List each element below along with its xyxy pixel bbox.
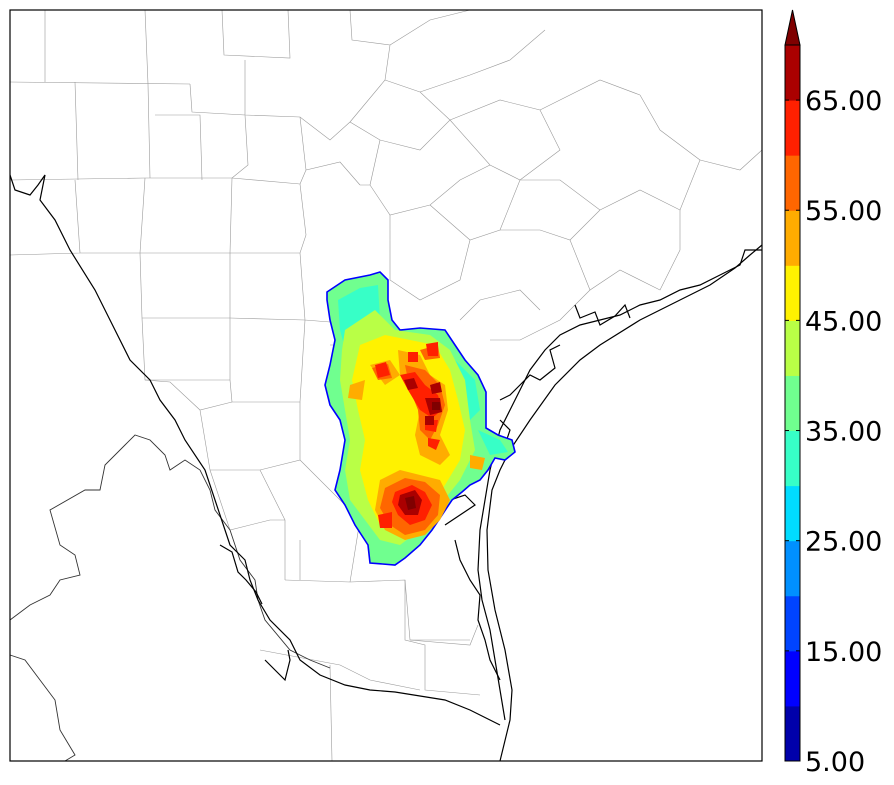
mexico-boundaries: [9, 434, 331, 762]
field-band-orange: [348, 350, 485, 540]
colorbar-segment: [785, 100, 800, 156]
colorbar-segment: [785, 485, 800, 542]
colorbar-frame: [784, 44, 801, 762]
colorbar-segment: [785, 265, 800, 321]
map-panel: [9, 9, 763, 762]
colorbar-tick-label: 5.00: [805, 747, 865, 778]
colorbar-segments: [785, 45, 800, 762]
colorbar-segment: [785, 595, 800, 652]
colorbar-segment: [785, 540, 800, 597]
coastline: [9, 174, 763, 762]
map-frame: [9, 9, 763, 762]
colorbar-tick-label: 25.00: [805, 527, 882, 558]
colorbar-tick-label: 45.00: [805, 306, 882, 337]
colorbar-segment: [785, 45, 800, 101]
field-band-aqua: [338, 285, 508, 455]
colorbar-segment: [785, 375, 800, 432]
colorbar-tick-label: 15.00: [805, 637, 882, 668]
precip-field: [324, 271, 516, 566]
colorbar-segment: [785, 155, 800, 211]
colorbar: 5.00 15.00 25.00 35.00 45.00 55.00 65.00: [784, 9, 882, 778]
colorbar-extend-arrow: [784, 9, 801, 46]
colorbar-segment: [785, 705, 800, 762]
field-band-maroon: [405, 402, 440, 510]
colorbar-segment: [785, 320, 800, 376]
colorbar-segment: [785, 210, 800, 266]
colorbar-tick-label: 55.00: [805, 196, 882, 227]
colorbar-tick-label: 35.00: [805, 417, 882, 448]
field-band-darkred: [398, 378, 442, 515]
colorbar-tick-label: 65.00: [805, 86, 882, 117]
colorbar-segment: [785, 430, 800, 487]
field-band-red: [375, 342, 442, 528]
colorbar-ticks: 5.00 15.00 25.00 35.00 45.00 55.00 65.00: [785, 86, 882, 778]
colorbar-segment: [785, 650, 800, 707]
county-boundaries: [9, 9, 763, 762]
